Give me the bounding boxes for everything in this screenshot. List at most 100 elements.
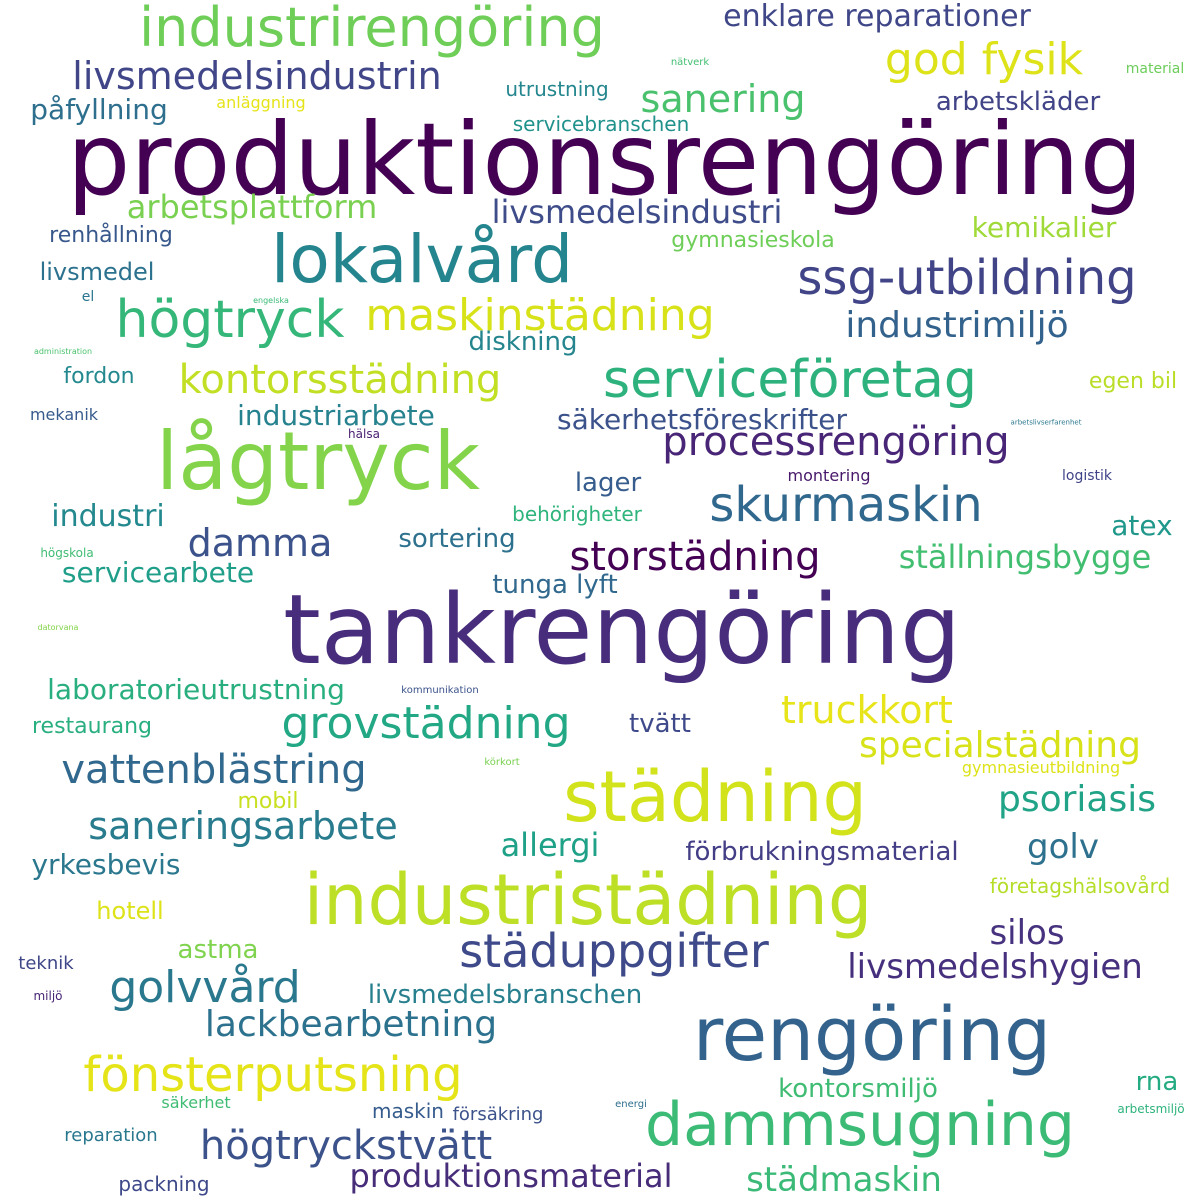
word: grovstädning <box>281 698 571 749</box>
word: industri <box>51 499 165 534</box>
word: kommunikation <box>401 685 479 696</box>
word: tunga lyft <box>492 570 618 600</box>
word: logistik <box>1061 468 1113 484</box>
word: industristädning <box>303 859 873 941</box>
word: industriarbete <box>237 399 435 432</box>
word: livsmedelsbranschen <box>367 980 643 1010</box>
word: packning <box>118 1172 210 1196</box>
word: saneringsarbete <box>88 804 398 848</box>
word: diskning <box>468 327 578 357</box>
word: vattenblästring <box>61 747 367 793</box>
word: god fysik <box>884 34 1084 85</box>
word: ställningsbygge <box>898 538 1152 576</box>
word: städmaskin <box>746 1160 942 1200</box>
word: tvätt <box>629 709 691 739</box>
word: gymnasieskola <box>671 228 835 253</box>
word: arbetslivserfarenhet <box>1010 418 1082 427</box>
word: serviceföretag <box>603 350 977 410</box>
word: säkerhetsföreskrifter <box>556 403 848 436</box>
word: företagshälsovård <box>989 874 1171 898</box>
word: teknik <box>18 953 74 974</box>
word: lågtryck <box>156 415 480 508</box>
word: energi <box>615 1099 647 1110</box>
word: astma <box>177 935 259 965</box>
word: kemikalier <box>971 211 1117 244</box>
word: servicearbete <box>61 556 255 589</box>
word: tankrengöring <box>283 574 961 686</box>
word: arbetsplattform <box>126 188 378 226</box>
word: kontorsstädning <box>178 357 502 403</box>
word: säkerhet <box>161 1093 231 1112</box>
word: silos <box>989 913 1065 953</box>
word: administration <box>33 347 93 356</box>
word: försäkring <box>452 1104 544 1125</box>
word: utrustning <box>505 77 609 101</box>
word: dammsugning <box>645 1090 1075 1160</box>
word: restaurang <box>31 714 153 739</box>
word: yrkesbevis <box>31 848 181 881</box>
word: påfyllning <box>30 93 168 126</box>
word: truckkort <box>781 688 953 732</box>
word: servicebranschen <box>512 112 690 136</box>
word: egen bil <box>1088 369 1178 394</box>
word: gymnasieutbildning <box>961 758 1121 777</box>
word: arbetskläder <box>935 87 1101 117</box>
word: miljö <box>33 989 63 1003</box>
word: anläggning <box>216 93 306 112</box>
word: produktionsmaterial <box>349 1157 673 1195</box>
word: högtryckstvätt <box>199 1123 493 1169</box>
word: specialstädning <box>859 725 1141 766</box>
word: enklare reparationer <box>723 0 1031 34</box>
word: montering <box>787 466 871 485</box>
word: högskola <box>40 546 94 560</box>
word: storstädning <box>569 534 821 580</box>
word: damma <box>187 521 333 565</box>
word: fönsterputsning <box>83 1047 463 1103</box>
word: lackbearbetning <box>204 1004 498 1045</box>
word: nätverk <box>670 57 710 68</box>
word: körkort <box>484 757 520 768</box>
word: lager <box>574 468 642 498</box>
word: atex <box>1111 509 1173 542</box>
word: sortering <box>398 524 516 554</box>
word: maskin <box>372 1099 444 1123</box>
word: golv <box>1027 827 1099 867</box>
word: högtryck <box>115 290 345 350</box>
word: reparation <box>64 1125 158 1146</box>
word: golvvård <box>109 962 301 1013</box>
word: psoriasis <box>997 779 1157 820</box>
word: lokalvård <box>271 221 573 298</box>
word: rna <box>1135 1067 1179 1097</box>
word: maskinstädning <box>365 290 715 341</box>
word: förbrukningsmaterial <box>685 837 959 867</box>
word: städning <box>563 756 867 838</box>
word: skurmaskin <box>709 477 983 533</box>
word: livsmedelsindustrin <box>72 54 442 98</box>
word: el <box>81 289 95 305</box>
word: allergi <box>500 826 600 864</box>
word: städuppgifter <box>459 924 769 978</box>
word: laboratorieutrustning <box>47 673 345 706</box>
word: livsmedelshygien <box>847 947 1143 987</box>
word: behörigheter <box>512 502 642 526</box>
word: datorvana <box>37 623 79 632</box>
word: engelska <box>253 296 289 305</box>
word: mobil <box>237 789 299 814</box>
word: industrirengöring <box>139 0 605 59</box>
word: produktionsrengöring <box>66 101 1144 218</box>
word: livsmedel <box>39 258 155 286</box>
word: ssg-utbildning <box>797 250 1137 306</box>
word: kontorsmiljö <box>778 1074 938 1104</box>
word: arbetsmiljö <box>1117 1102 1185 1116</box>
word: material <box>1125 61 1185 77</box>
word: rengöring <box>692 992 1052 1078</box>
word: mekanik <box>29 405 99 424</box>
word: livsmedelsindustri <box>491 193 783 231</box>
word: hälsa <box>348 427 380 441</box>
word: renhållning <box>49 223 173 248</box>
word: processrengöring <box>662 419 1010 465</box>
word: sanering <box>640 77 806 121</box>
word: hotell <box>96 897 164 925</box>
word: industrimiljö <box>845 305 1069 346</box>
